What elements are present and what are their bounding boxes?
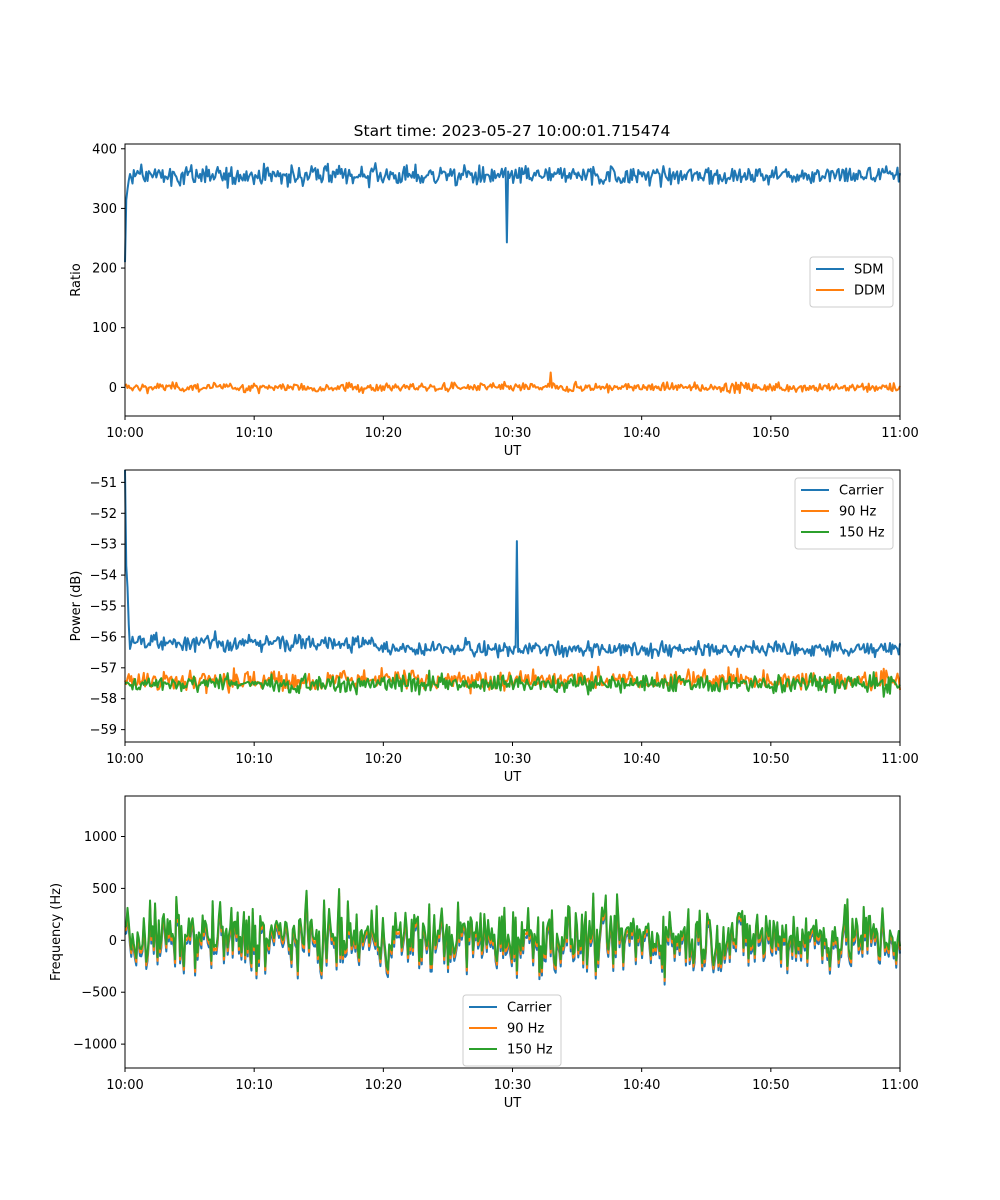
y-tick-label: 500 <box>92 882 117 897</box>
series-line-150-hz <box>124 669 901 698</box>
legend: Carrier 90 Hz 150 Hz <box>794 477 894 550</box>
y-tick-label: −57 <box>90 661 117 676</box>
x-tick-label: 10:10 <box>235 1078 272 1093</box>
x-tick-label: 10:20 <box>365 1078 402 1093</box>
y-axis-label: Frequency (Hz) <box>49 883 64 981</box>
x-axis-label: UT <box>504 1096 522 1111</box>
y-tick-label: 200 <box>92 262 117 277</box>
y-tick-label: −54 <box>90 569 117 584</box>
legend-label: Carrier <box>839 484 884 499</box>
x-tick-label: 10:20 <box>365 752 402 767</box>
y-tick-label: 1000 <box>84 830 117 845</box>
x-tick-label: 10:40 <box>623 426 660 441</box>
series-line-150-hz <box>124 887 901 979</box>
legend-label: Carrier <box>507 1001 552 1016</box>
y-tick-label: 0 <box>109 934 117 949</box>
x-tick-label: 10:50 <box>752 1078 789 1093</box>
legend: Carrier 90 Hz 150 Hz <box>462 994 562 1067</box>
y-tick-label: −52 <box>90 507 117 522</box>
chart-panel-1: 10:00 10:10 10:20 10:30 10:40 10:50 11:00 UT 0 10… <box>69 142 919 459</box>
y-tick-label: −58 <box>90 692 117 707</box>
x-axis-label: UT <box>504 444 522 459</box>
x-tick-label: 10:40 <box>623 752 660 767</box>
chart-panel-2: 10:00 10:10 10:20 10:30 10:40 10:50 11:00 UT −51… <box>69 469 919 785</box>
y-tick-label: −53 <box>90 538 117 553</box>
x-tick-label: 11:00 <box>881 752 918 767</box>
x-tick-label: 10:50 <box>752 752 789 767</box>
legend-label: 150 Hz <box>507 1043 553 1058</box>
x-tick-label: 10:30 <box>494 426 531 441</box>
plot-frame <box>124 143 901 417</box>
y-tick-label: −59 <box>90 723 117 738</box>
x-tick-label: 10:30 <box>494 752 531 767</box>
x-tick-label: 10:00 <box>106 752 143 767</box>
series-line-sdm <box>124 162 901 263</box>
x-tick-label: 10:10 <box>235 752 272 767</box>
legend-label: 150 Hz <box>839 526 885 541</box>
legend-label: 90 Hz <box>507 1022 544 1037</box>
y-axis-label: Ratio <box>69 263 84 296</box>
x-tick-label: 10:40 <box>623 1078 660 1093</box>
y-tick-label: −500 <box>81 986 117 1001</box>
y-tick-label: −51 <box>90 476 117 491</box>
legend: SDM DDM <box>809 256 894 308</box>
series-line-ddm <box>124 371 901 395</box>
legend-label: DDM <box>854 284 885 299</box>
y-tick-label: 100 <box>92 321 117 336</box>
y-tick-label: 300 <box>92 202 117 217</box>
x-tick-label: 11:00 <box>881 1078 918 1093</box>
y-tick-label: −55 <box>90 600 117 615</box>
y-tick-label: 0 <box>109 381 117 396</box>
y-tick-label: −1000 <box>73 1038 117 1053</box>
x-tick-label: 10:20 <box>365 426 402 441</box>
y-tick-label: −56 <box>90 630 117 645</box>
x-axis-label: UT <box>504 770 522 785</box>
x-tick-label: 10:50 <box>752 426 789 441</box>
y-axis-label: Power (dB) <box>69 571 84 642</box>
plot-frame <box>124 469 901 743</box>
chart-title: Start time: 2023-05-27 10:00:01.715474 <box>354 122 671 140</box>
y-tick-label: 400 <box>92 142 117 157</box>
x-tick-label: 11:00 <box>881 426 918 441</box>
legend-label: 90 Hz <box>839 505 876 520</box>
series-line-carrier <box>124 469 901 660</box>
x-tick-label: 10:00 <box>106 426 143 441</box>
x-tick-label: 10:10 <box>235 426 272 441</box>
chart-panel-3: 10:00 10:10 10:20 10:30 10:40 10:50 11:00 UT 100… <box>49 795 919 1111</box>
x-tick-label: 10:00 <box>106 1078 143 1093</box>
legend-label: SDM <box>854 263 883 278</box>
x-tick-label: 10:30 <box>494 1078 531 1093</box>
